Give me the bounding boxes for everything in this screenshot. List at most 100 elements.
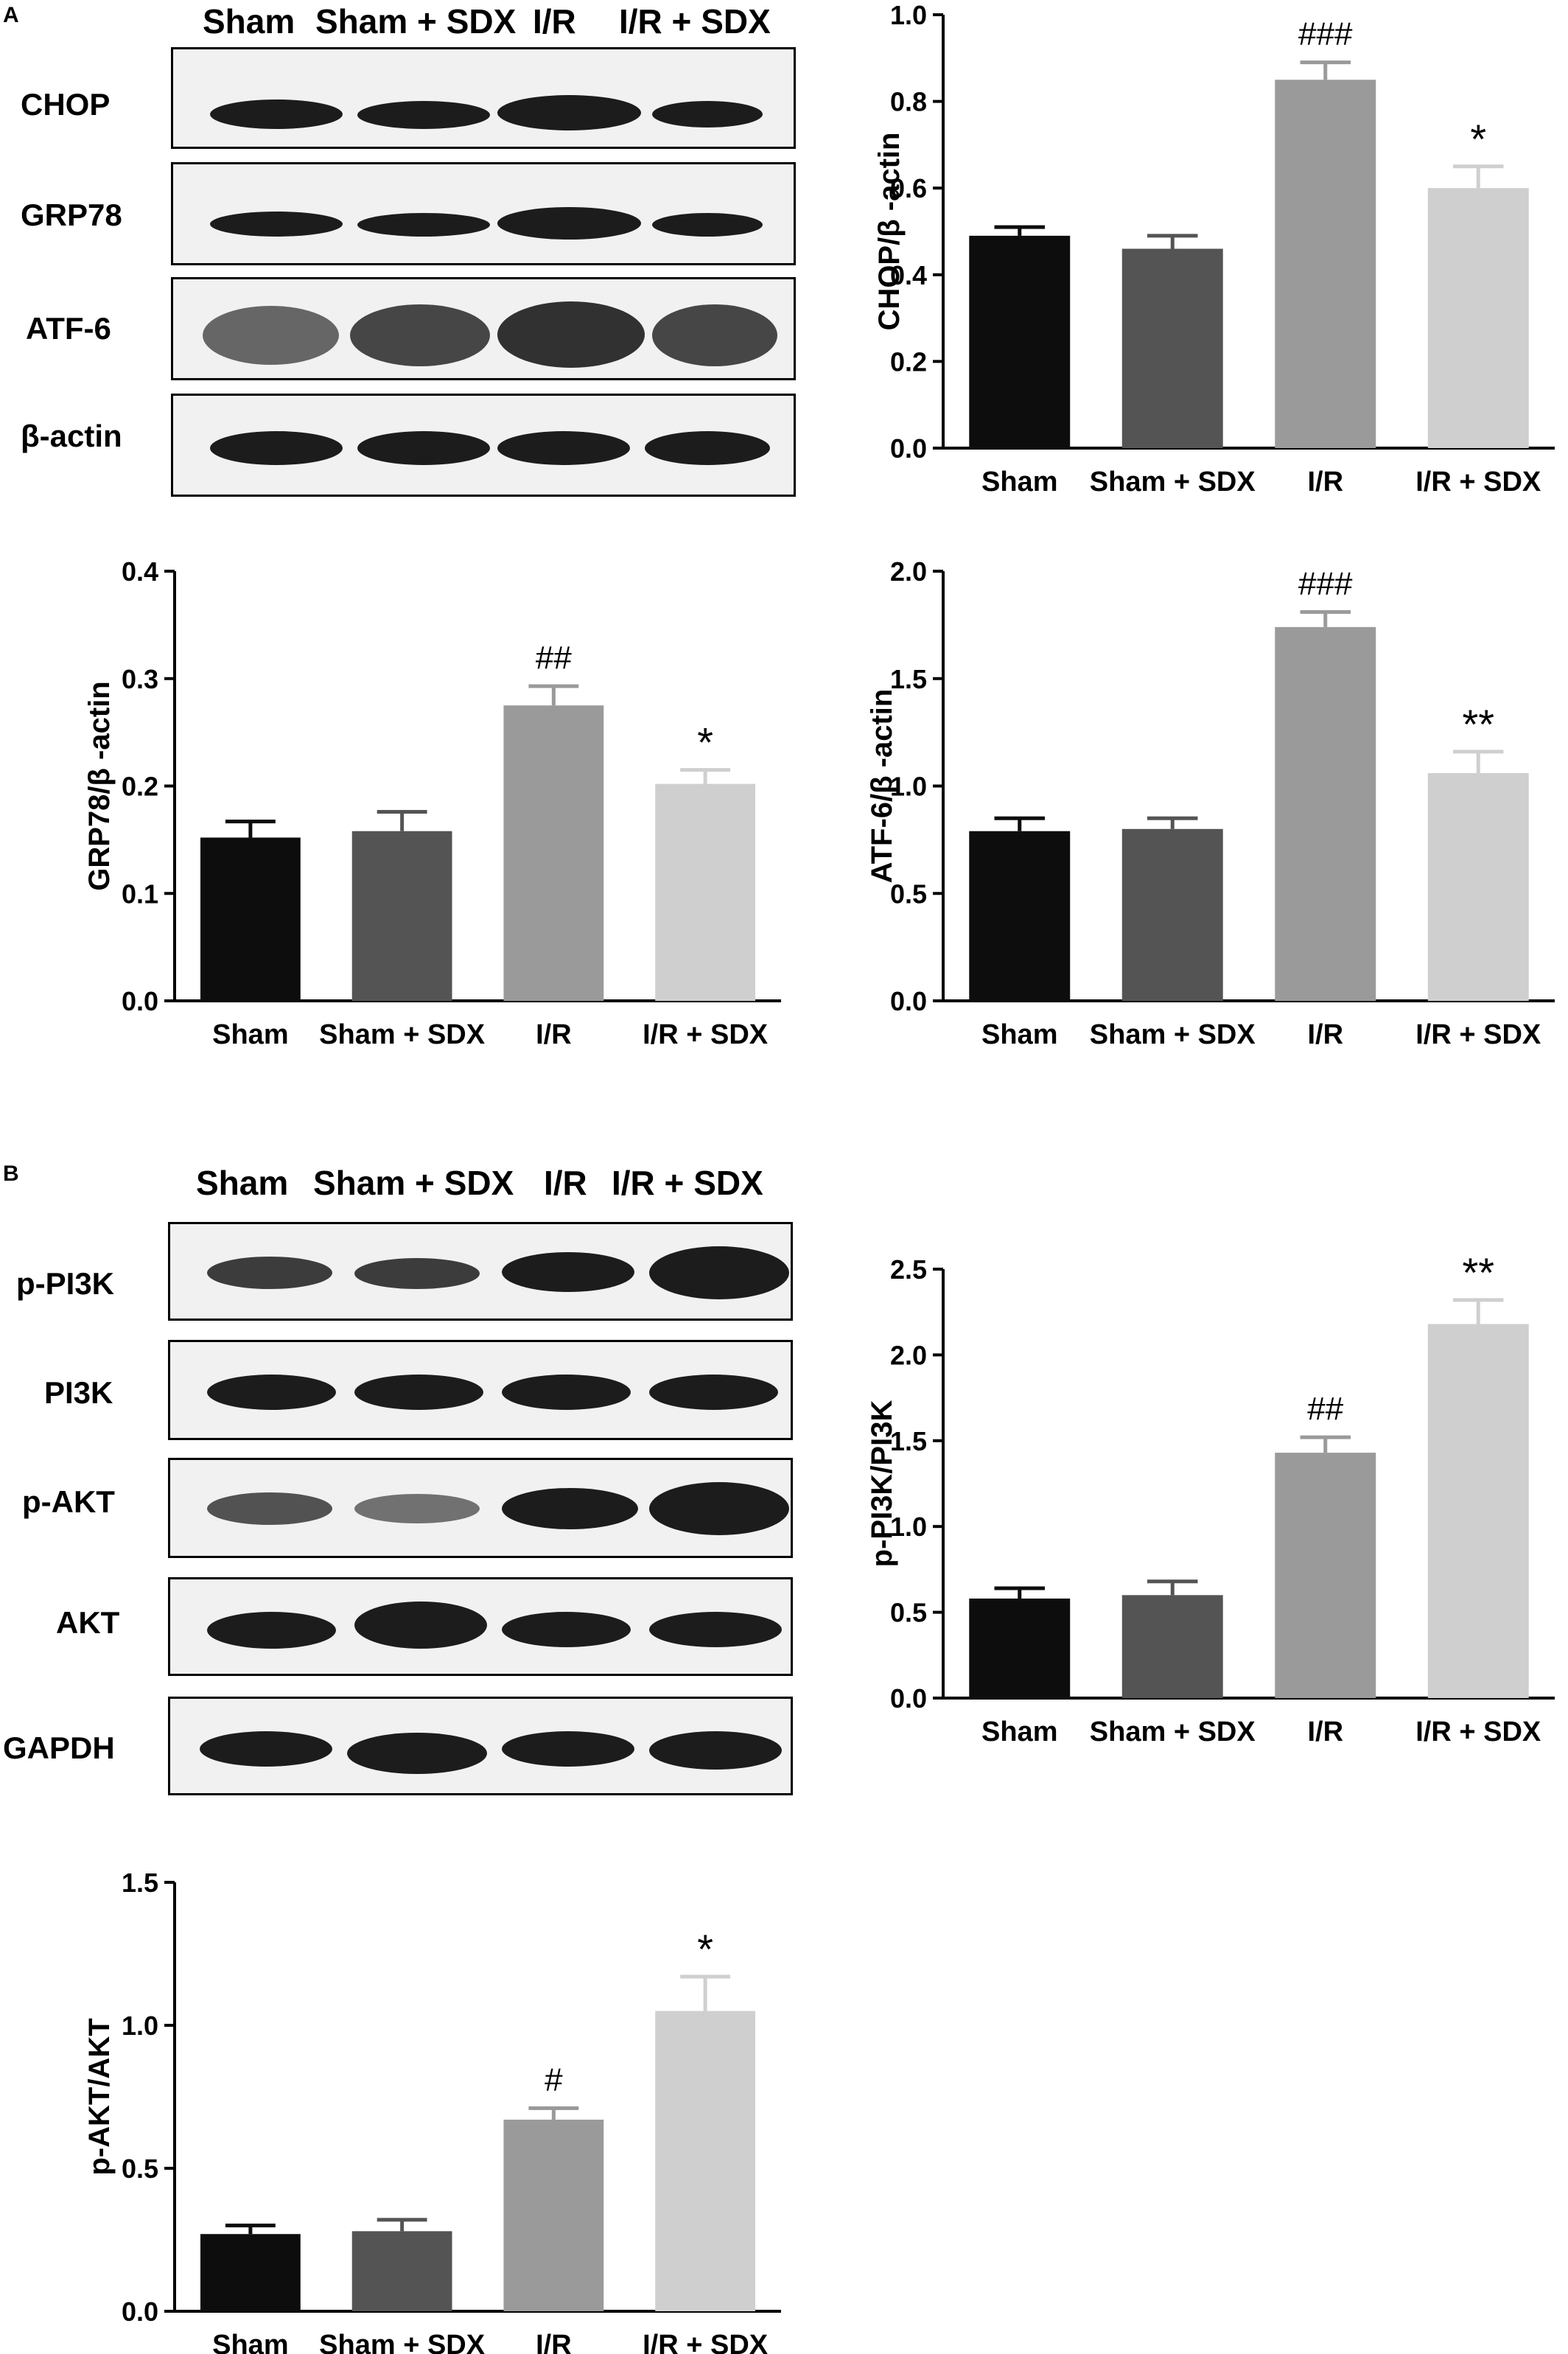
blot-label-atf6: ATF-6 [26,311,111,346]
chart-body: 0.0 0.2 0.4 0.6 0.8 1.0 CHOP/β -actin Sham Sham … [873,0,1555,497]
x-tick-label: I/R [1307,1019,1343,1050]
x-tick-label: I/R [1307,467,1343,497]
y-tick-label: 0.2 [890,346,927,377]
bar [969,831,1071,1001]
x-tick-label: I/R + SDX [1415,1019,1541,1050]
significance-label: # [545,2062,563,2098]
blot-akt [168,1577,793,1676]
significance-label: ** [1462,1249,1494,1296]
blot-pi3k [168,1340,793,1440]
x-tick-label: Sham [981,1019,1057,1050]
lane-header-ir: I/R [533,2,576,41]
chart-body: 0.0 0.5 1.0 1.5 2.0 2.5 p-PI3K/PI3K Sham Sham + … [866,1249,1555,1747]
lane-header-b-ir-sdx: I/R + SDX [612,1164,763,1202]
y-tick-label: 0.0 [122,986,158,1016]
bar [655,783,756,1001]
y-tick-label: 0.6 [890,173,927,203]
x-tick-label: Sham [212,1019,288,1050]
y-axis-label: p-PI3K/PI3K [866,1400,898,1568]
bar [969,235,1071,448]
x-tick-label: Sham + SDX [1090,1716,1256,1747]
bar [655,2011,756,2311]
x-tick-label: Sham + SDX [1090,1019,1256,1050]
bar [1121,1595,1223,1698]
y-tick-label: 0.5 [890,879,927,909]
y-tick-label: 0.0 [890,433,927,464]
bar [503,2120,604,2311]
blot-beta-actin [171,394,796,497]
blot-p-akt [168,1458,793,1558]
x-tick-label: I/R + SDX [643,1019,769,1050]
lane-header-ir-sdx: I/R + SDX [619,2,771,41]
blot-label-gapdh: GAPDH [3,1730,115,1765]
lane-header-b-sham-sdx: Sham + SDX [313,1164,514,1202]
significance-label: * [1470,116,1486,162]
blot-grp78 [171,162,796,265]
bar [351,2231,452,2311]
y-tick-label: 0.0 [122,2297,158,2327]
lane-header-b-ir: I/R [544,1164,587,1202]
x-tick-label: Sham + SDX [319,2330,486,2354]
bar [351,831,452,1001]
y-tick-label: 1.0 [890,1512,927,1542]
chart-body: 0.0 0.1 0.2 0.3 0.4 GRP78/β -actin Sham Sham + … [83,556,781,1050]
chart-body: 0.0 0.5 1.0 1.5 2.0 ATF-6/β -actin Sham Sham + … [866,556,1555,1050]
y-tick-label: 0.4 [122,556,158,587]
y-tick-label: 0.5 [122,2154,158,2184]
bar [1121,248,1223,448]
y-tick-label: 2.5 [890,1254,927,1285]
y-tick-label: 0.5 [890,1598,927,1628]
y-tick-label: 0.4 [890,260,927,290]
y-tick-label: 1.5 [122,1868,158,1898]
blot-label-akt: AKT [56,1605,120,1640]
bar [1275,80,1376,448]
y-tick-label: 1.5 [890,1426,927,1456]
panel-label-a: A [3,3,19,27]
lane-header-b-sham: Sham [196,1164,289,1202]
x-tick-label: Sham [981,1716,1057,1747]
lane-header-sham: Sham [203,2,295,41]
bar [503,705,604,1001]
y-axis-label: CHOP/β -actin [873,133,906,331]
chart-body: 0.0 0.5 1.0 1.5 p-AKT/AKT Sham Sham + SDX # I/R *… [83,1868,781,2354]
y-axis-label: p-AKT/AKT [83,2018,116,2175]
y-tick-label: 0.0 [890,986,927,1016]
blot-label-p-pi3k: p-PI3K [16,1266,115,1301]
bar [1121,828,1223,1001]
blot-label-grp78: GRP78 [21,198,122,232]
significance-label: ## [536,640,572,676]
blot-label-p-akt: p-AKT [22,1484,115,1519]
blot-label-beta-actin: β-actin [21,419,122,453]
significance-label: * [697,1926,713,1972]
significance-label: * [697,719,713,766]
blot-chop [171,47,796,149]
y-tick-label: 1.0 [122,2011,158,2041]
bar [1427,773,1529,1001]
y-tick-label: 1.0 [890,772,927,802]
blot-gapdh [168,1697,793,1795]
x-tick-label: I/R + SDX [1415,1716,1541,1747]
x-tick-label: Sham + SDX [1090,467,1256,497]
significance-label: ### [1298,565,1353,601]
y-tick-label: 1.5 [890,664,927,694]
significance-label: ** [1462,701,1494,747]
bar [200,2234,301,2311]
x-tick-label: Sham [981,467,1057,497]
blot-p-pi3k [168,1222,793,1321]
y-tick-label: 2.0 [890,556,927,587]
x-tick-label: I/R + SDX [643,2330,769,2354]
bar [1427,1324,1529,1698]
y-tick-label: 0.0 [890,1683,927,1714]
y-tick-label: 0.2 [122,772,158,802]
lane-header-sham-sdx: Sham + SDX [315,2,517,41]
significance-label: ### [1298,16,1353,52]
blot-label-pi3k: PI3K [44,1375,113,1410]
x-tick-label: I/R + SDX [1415,467,1541,497]
blot-atf6 [171,277,796,380]
y-tick-label: 0.8 [890,87,927,117]
bar [1275,1453,1376,1698]
bar [1427,188,1529,448]
y-tick-label: 0.3 [122,664,158,694]
x-tick-label: Sham + SDX [319,1019,486,1050]
panel-label-b: B [3,1162,19,1186]
